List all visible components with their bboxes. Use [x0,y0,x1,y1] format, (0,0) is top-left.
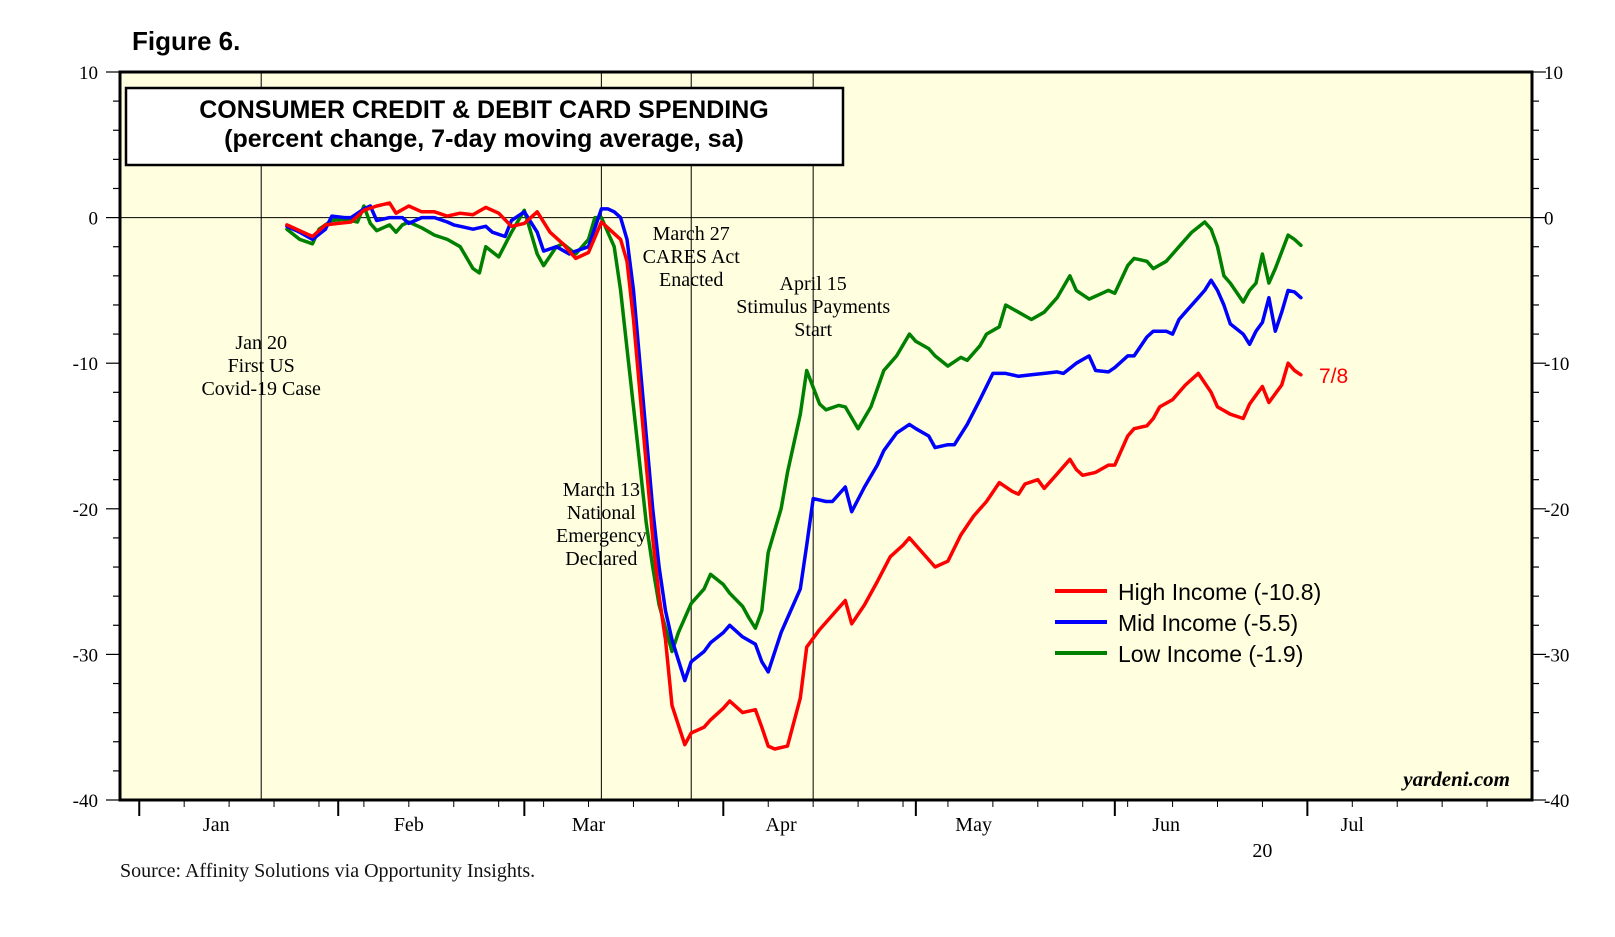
source-note: Source: Affinity Solutions via Opportuni… [120,860,536,882]
reference-annotation: National [567,502,636,524]
x-tick-label: Jun [1152,814,1180,836]
title-frame [124,86,845,167]
x-year-label: 20 [1252,840,1272,862]
x-tick-label: Mar [572,814,606,836]
series-line-low [285,204,1303,654]
y-tick-label-right: 0 [1544,209,1554,230]
title-box: CONSUMER CREDIT & DEBIT CARD SPENDING (p… [124,86,845,167]
y-tick-label-right: -20 [1544,500,1569,521]
x-tick-label: Feb [394,814,424,836]
series-line-mid [285,204,1303,683]
end-date-label: 7/8 [1319,365,1348,388]
series-line-high [285,201,1303,751]
y-tick-label-right: -40 [1544,791,1569,812]
x-tick-label: Jan [203,814,230,836]
y-tick-label-left: -20 [73,500,98,521]
legend-label-high: High Income (-10.8) [1118,579,1321,605]
chart-subtitle: (percent change, 7-day moving average, s… [224,125,744,153]
figure-label: Figure 6. [132,26,241,56]
y-tick-label-right: 10 [1544,63,1563,84]
reference-annotation: March 27 [653,223,730,245]
plot-background [120,72,1532,800]
chart-title: CONSUMER CREDIT & DEBIT CARD SPENDING [199,96,768,124]
reference-annotation: Enacted [659,269,723,291]
reference-annotation: Declared [565,548,637,570]
legend-label-low: Low Income (-1.9) [1118,641,1303,667]
legend: High Income (-10.8) Mid Income (-5.5) Lo… [1055,579,1321,667]
reference-annotation: First US [228,355,295,377]
reference-annotation: CARES Act [643,246,741,268]
reference-annotation: March 13 [563,479,640,501]
reference-annotation: Start [794,319,832,341]
reference-annotation: Stimulus Payments [736,296,890,318]
y-tick-label-right: -10 [1544,354,1569,375]
y-tick-label-left: -30 [73,645,98,666]
y-tick-label-left: -10 [73,354,98,375]
x-tick-label: Jul [1341,814,1365,836]
axes: 10 10 0 0 -10 -10 -20 -20 -30 -30 -40 -40 Jan Feb Mar A… [73,63,1570,862]
series-layer [285,201,1303,751]
x-tick-label: Apr [766,814,797,836]
y-tick-label-left: -40 [73,791,98,812]
y-tick-label-right: -30 [1544,645,1569,666]
reference-annotation: Emergency [556,525,647,547]
legend-label-mid: Mid Income (-5.5) [1118,610,1298,636]
watermark: yardeni.com [1400,767,1510,791]
reference-annotation: April 15 [780,273,847,295]
y-tick-label-left: 0 [89,209,99,230]
reference-annotation: Jan 20 [235,332,287,354]
x-tick-label: May [955,814,992,836]
y-tick-label-left: 10 [79,63,98,84]
reference-annotation: Covid-19 Case [201,378,321,400]
